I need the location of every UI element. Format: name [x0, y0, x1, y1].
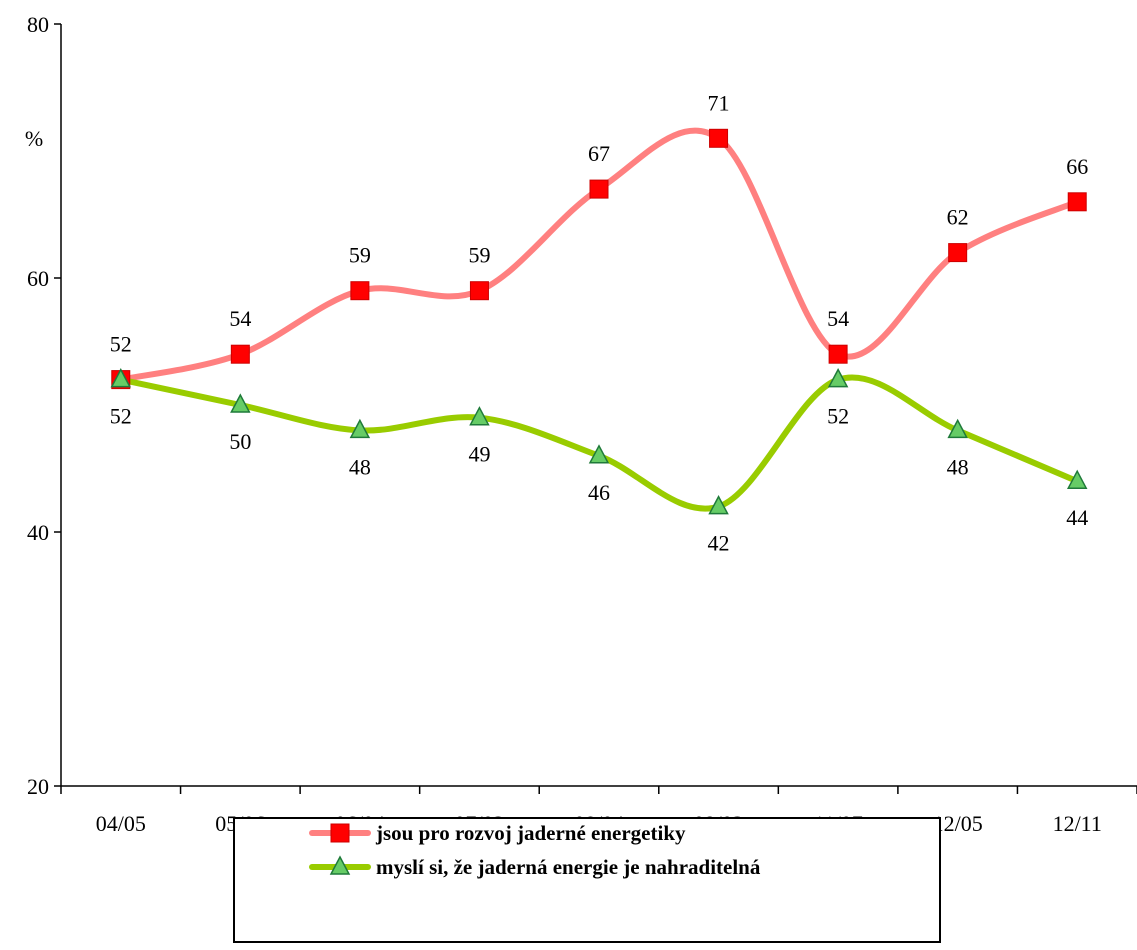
series-2-data-label: 48 [947, 454, 969, 479]
y-tick-label: 80 [27, 12, 49, 37]
series-2-point [708, 494, 729, 515]
legend-entry-label: myslí si, že jaderná energie je nahradit… [376, 855, 761, 879]
series-line-2 [117, 374, 1081, 512]
series-2-point [827, 367, 849, 388]
series-1-point [350, 281, 370, 301]
series-2-data-label: 42 [708, 531, 730, 556]
series-2-point [110, 367, 132, 388]
y-tick-label: 20 [27, 774, 49, 799]
series-1-data-label: 66 [1066, 154, 1088, 179]
series-1-data-label: 54 [827, 306, 849, 331]
series-2-data-label: 49 [468, 442, 490, 467]
series-2-point [349, 418, 371, 439]
legend: jsou pro rozvoj jaderné energetiky myslí … [233, 817, 941, 943]
y-tick-label: 40 [27, 520, 49, 545]
legend-entry-label: jsou pro rozvoj jaderné energetiky [375, 821, 686, 845]
series-2-data-label: 52 [110, 404, 132, 429]
series-lines [117, 127, 1081, 512]
series-2-data-label: 48 [349, 454, 371, 479]
series-1-data-label: 52 [110, 332, 132, 357]
series-2-data-label: 50 [229, 429, 251, 454]
series-1-data-label: 59 [468, 243, 490, 268]
series-1-point [948, 243, 968, 263]
x-tick-label: 12/11 [1053, 811, 1102, 836]
series-markers [110, 128, 1088, 515]
legend-swatch-marker [330, 823, 350, 843]
series-1-point [709, 128, 729, 148]
y-axis-unit-label: % [25, 126, 43, 151]
x-tick-label: 04/05 [96, 811, 146, 836]
data-labels: 52 54 59 59 67 71 54 62 66 52 50 48 49 46 42 52 48 44 [110, 90, 1088, 555]
series-1-point [589, 179, 609, 199]
series-line-1 [117, 127, 1081, 383]
series-1-point [1067, 192, 1087, 212]
series-2-point [588, 444, 610, 464]
series-1-data-label: 54 [229, 306, 251, 331]
series-2-data-label: 46 [588, 480, 610, 505]
series-1-point [469, 281, 489, 301]
series-2-data-label: 44 [1066, 505, 1088, 530]
series-1-data-label: 71 [708, 90, 730, 115]
series-1-data-label: 62 [947, 205, 969, 230]
series-2-point [947, 418, 968, 439]
series-2-data-label: 52 [827, 404, 849, 429]
series-1-data-label: 67 [588, 141, 610, 166]
legend-box [233, 817, 941, 943]
series-2-point [469, 406, 490, 426]
axes: 20406080%04/0505/0606/0407/0208/0409/031… [25, 12, 1137, 836]
series-2-point [230, 393, 251, 413]
series-1-data-label: 59 [349, 243, 371, 268]
legend-swatch-marker [329, 855, 351, 875]
series-1-point [230, 344, 250, 364]
y-tick-label: 60 [27, 266, 49, 291]
series-1-point [828, 344, 848, 364]
series-2-point [1066, 469, 1088, 489]
